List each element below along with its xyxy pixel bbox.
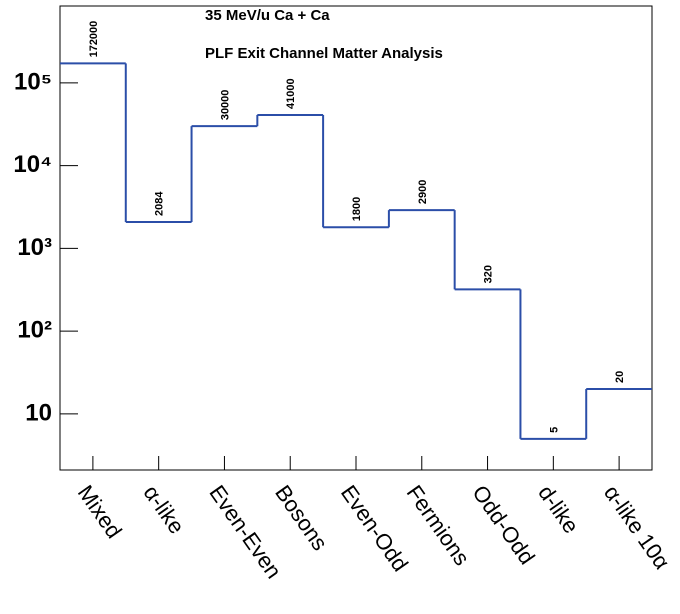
x-tick-label: α-like (139, 481, 190, 539)
x-tick-label: d-like (533, 481, 584, 538)
value-label: 320 (483, 265, 495, 283)
value-label: 2900 (417, 180, 429, 204)
x-tick-label: Odd-Odd (467, 481, 539, 569)
y-tick-label: 10² (17, 317, 52, 344)
x-tick-label: Even-Odd (336, 481, 413, 576)
value-label: 41000 (285, 78, 297, 109)
y-tick-label: 10⁵ (14, 68, 52, 95)
value-label: 1800 (351, 197, 363, 221)
value-label: 30000 (219, 90, 231, 121)
y-tick-label: 10 (25, 399, 52, 426)
x-tick-label: α-like 10α (599, 481, 675, 575)
chart-title: 35 MeV/u Ca + Ca (205, 7, 330, 24)
value-label: 5 (548, 427, 560, 433)
x-tick-label: Fermions (402, 481, 475, 570)
x-tick-label: Bosons (270, 481, 333, 555)
y-tick-label: 10³ (17, 234, 52, 261)
plot-frame (59, 5, 653, 471)
y-tick-label: 10⁴ (13, 151, 52, 178)
value-label: 20 (614, 371, 626, 383)
value-label: 2084 (154, 191, 166, 216)
x-tick-label: Mixed (73, 481, 127, 543)
value-label: 172000 (88, 21, 100, 58)
chart-subtitle: PLF Exit Channel Matter Analysis (205, 45, 443, 62)
